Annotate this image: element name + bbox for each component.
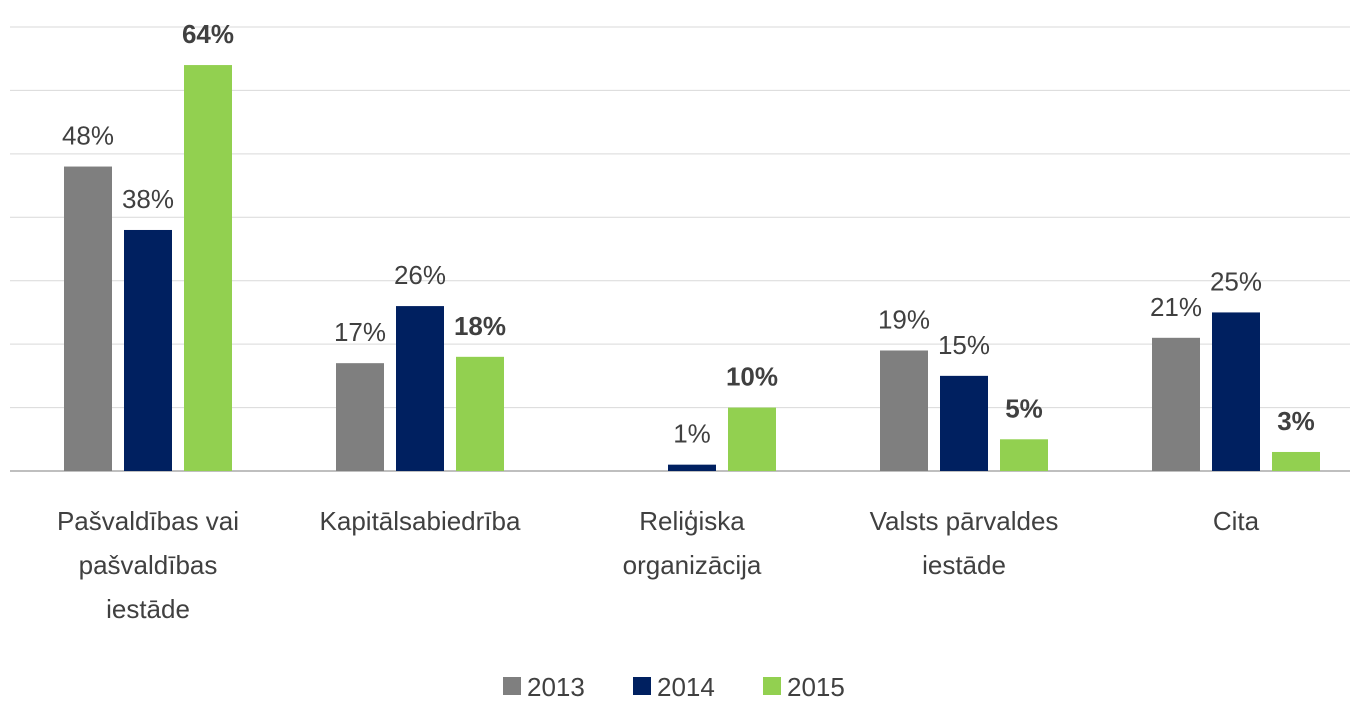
data-label: 10%: [726, 362, 778, 392]
data-label: 64%: [182, 19, 234, 49]
bar: [880, 350, 928, 471]
bar: [456, 356, 504, 471]
bar: [1212, 312, 1260, 471]
bar: [1272, 451, 1320, 471]
bar: [1000, 439, 1048, 471]
data-label: 38%: [122, 184, 174, 214]
data-label: 26%: [394, 260, 446, 290]
bar: [668, 464, 716, 471]
x-tick-label: organizācija: [623, 550, 762, 580]
bar: [64, 166, 112, 472]
legend-label: 2014: [657, 672, 715, 700]
x-tick-label: iestāde: [922, 550, 1006, 580]
legend-swatch: [763, 677, 781, 695]
legend-swatch: [633, 677, 651, 695]
legend-swatch: [503, 677, 521, 695]
bar: [1152, 337, 1200, 471]
data-label: 15%: [938, 330, 990, 360]
x-tick-label: Valsts pārvaldes: [870, 506, 1059, 536]
bar: [396, 306, 444, 471]
data-label: 25%: [1210, 266, 1262, 296]
x-tick-label: Kapitālsabiedrība: [320, 506, 521, 536]
data-label: 5%: [1005, 393, 1043, 423]
bar: [940, 375, 988, 471]
legend-label: 2013: [527, 672, 585, 700]
bar: [728, 407, 776, 471]
x-tick-label: Pašvaldības vai: [57, 506, 239, 536]
bar: [184, 65, 232, 472]
legend-label: 2015: [787, 672, 845, 700]
bar: [336, 363, 384, 471]
data-label: 3%: [1277, 406, 1315, 436]
x-tick-label: iestāde: [106, 594, 190, 624]
data-label: 1%: [673, 419, 711, 449]
bar: [124, 229, 172, 471]
x-tick-label: Cita: [1213, 506, 1260, 536]
x-tick-label: Reliģiska: [639, 506, 745, 536]
data-label: 17%: [334, 317, 386, 347]
data-label: 48%: [62, 121, 114, 151]
x-tick-label: pašvaldības: [79, 550, 218, 580]
data-label: 21%: [1150, 292, 1202, 322]
data-label: 18%: [454, 311, 506, 341]
data-label: 19%: [878, 304, 930, 334]
